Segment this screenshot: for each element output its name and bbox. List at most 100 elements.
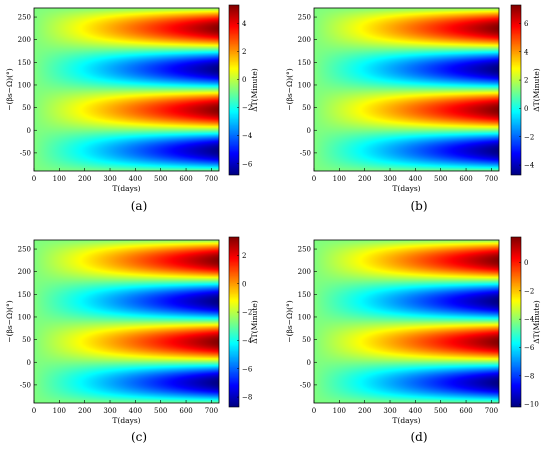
chart-panel-4: 0 100 200 300 400 500 600 700 -50 0 50 100 150 200 250…: [285, 236, 541, 444]
colorbar-frame: [228, 236, 240, 408]
x-tick-label: 100: [53, 175, 66, 183]
colorbar-tick-label: −4: [524, 162, 535, 170]
colorbar: [229, 5, 239, 175]
x-tick-label: 700: [485, 407, 498, 415]
colorbar-tick-label: −10: [524, 401, 539, 409]
x-tick-label: 700: [205, 407, 218, 415]
colorbar-tick-label: 4: [524, 48, 529, 56]
heatmap-image: [314, 240, 499, 403]
colorbar-tick-label: −4: [242, 132, 253, 140]
colorbar: [511, 237, 521, 407]
x-tick-label: 400: [129, 407, 142, 415]
x-tick-label: 400: [409, 407, 422, 415]
y-axis-label: −(βs−Ω)(°): [5, 300, 14, 342]
colorbar-tick-label: −2: [524, 133, 534, 141]
colorbar-tick-label: 2: [242, 48, 246, 56]
colorbar-frame: [510, 236, 522, 408]
plot-frame: [33, 7, 220, 172]
colorbar-tick-label: −4: [524, 316, 535, 324]
y-tick-label: 200: [18, 268, 31, 276]
x-tick-label: 600: [179, 407, 192, 415]
x-tick-label: 200: [78, 407, 91, 415]
colorbar-tick-label: −6: [242, 365, 253, 373]
y-tick-label: 200: [298, 268, 311, 276]
colorbar-tick-label: −4: [242, 337, 253, 345]
chart-panel-2: 0 100 200 300 400 500 600 700 -50 0 50 100 150 200 250…: [285, 4, 541, 213]
colorbar-frame: [510, 4, 522, 176]
x-tick-label: 100: [53, 407, 66, 415]
x-tick-label: 100: [333, 407, 346, 415]
x-tick-label: 400: [409, 175, 422, 183]
x-tick-label: 400: [129, 175, 142, 183]
y-tick-label: 100: [18, 81, 31, 89]
colorbar-tick-label: 0: [242, 280, 246, 288]
y-tick-label: 150: [298, 59, 311, 67]
colorbar-tick-label: 4: [242, 20, 247, 28]
y-tick-label: 0: [307, 359, 311, 367]
y-tick-label: 50: [22, 336, 31, 344]
x-tick-label: 500: [154, 175, 167, 183]
chart-panel-3: 0 100 200 300 400 500 600 700 -50 0 50 100 150 200 250…: [5, 236, 259, 444]
y-tick-label: -50: [20, 381, 31, 389]
y-tick-label: 150: [298, 291, 311, 299]
colorbar-tick-label: −8: [524, 372, 534, 380]
colorbar-tick-label: −2: [242, 309, 252, 317]
colorbar-tick-label: −8: [242, 394, 252, 402]
heatmap-image: [34, 8, 219, 171]
y-tick-label: 0: [307, 127, 311, 135]
x-tick-label: 200: [358, 175, 371, 183]
y-tick-label: 0: [27, 359, 31, 367]
colorbar: [511, 5, 521, 175]
colorbar-tick-label: 2: [242, 252, 246, 260]
plot-frame: [33, 239, 220, 404]
y-axis-label: −(βs−Ω)(°): [5, 68, 14, 110]
y-tick-label: -50: [20, 149, 31, 157]
colorbar-frame: [228, 4, 240, 176]
plot-frame: [313, 7, 500, 172]
y-tick-label: 100: [18, 313, 31, 321]
panel-label: (a): [131, 199, 148, 213]
y-tick-label: 150: [18, 59, 31, 67]
x-tick-label: 600: [459, 407, 472, 415]
y-tick-label: -50: [300, 381, 311, 389]
x-tick-label: 200: [78, 175, 91, 183]
colorbar-tick-label: −6: [242, 160, 253, 168]
x-axis-label: T(days): [392, 416, 420, 425]
colorbar-tick-label: 2: [524, 77, 528, 85]
x-tick-label: 300: [383, 175, 396, 183]
colorbar-label: ΔT(Minute): [532, 300, 541, 344]
y-tick-label: 50: [302, 104, 311, 112]
y-axis-label: −(βs−Ω)(°): [285, 68, 294, 110]
y-tick-label: 200: [18, 36, 31, 44]
y-tick-label: 100: [298, 313, 311, 321]
heatmap-image: [314, 8, 499, 171]
x-tick-label: 500: [434, 407, 447, 415]
y-tick-label: 200: [298, 36, 311, 44]
x-tick-label: 300: [103, 175, 116, 183]
colorbar-tick-label: −6: [524, 344, 535, 352]
x-tick-label: 300: [103, 407, 116, 415]
x-tick-label: 600: [179, 175, 192, 183]
y-tick-label: 50: [22, 104, 31, 112]
x-tick-label: 700: [205, 175, 218, 183]
y-tick-label: -50: [300, 149, 311, 157]
panel-label: (c): [131, 430, 147, 444]
x-axis-label: T(days): [392, 184, 420, 193]
y-tick-label: 250: [298, 246, 311, 254]
plot-frame: [313, 239, 500, 404]
y-tick-label: 250: [298, 14, 311, 22]
x-tick-label: 0: [32, 407, 36, 415]
x-tick-label: 100: [333, 175, 346, 183]
colorbar: [229, 237, 239, 407]
colorbar-tick-label: 6: [524, 20, 529, 28]
x-tick-label: 0: [312, 175, 316, 183]
colorbar-label: ΔT(Minute): [250, 300, 259, 344]
x-axis-label: T(days): [112, 416, 140, 425]
x-tick-label: 0: [32, 175, 36, 183]
heatmap-image: [34, 240, 219, 403]
x-tick-label: 600: [459, 175, 472, 183]
colorbar-tick-label: 0: [524, 105, 528, 113]
x-tick-label: 200: [358, 407, 371, 415]
x-tick-label: 500: [154, 407, 167, 415]
